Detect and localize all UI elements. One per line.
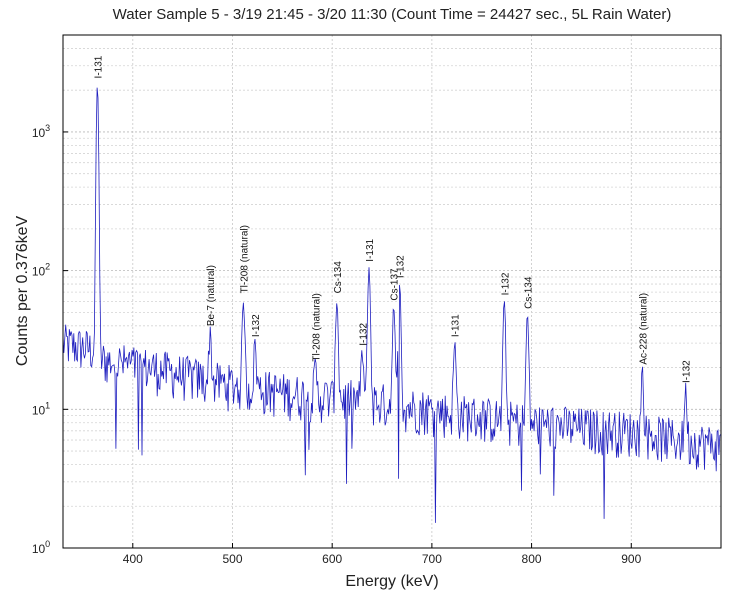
peak-label: I-131 — [93, 55, 104, 78]
peak-label: I-132 — [396, 255, 407, 278]
spectrum-series — [62, 87, 721, 523]
peak-label: Ac-228 (natural) — [638, 293, 649, 365]
peak-label: Tl-208 (natural) — [311, 293, 322, 361]
chart-title: Water Sample 5 - 3/19 21:45 - 3/20 11:30… — [113, 6, 672, 23]
peak-label: Cs-134 — [333, 261, 344, 294]
y-axis-label: Counts per 0.376keV — [14, 216, 31, 367]
peak-label: Cs-134 — [523, 276, 534, 309]
spectrum-line — [62, 87, 721, 523]
peak-label: Cs-137 — [390, 268, 401, 301]
x-axis-ticks: 400 500 600 700 800 900 — [123, 543, 642, 566]
y-tick-label: 101 — [32, 400, 50, 417]
peak-label: Tl-208 (natural) — [239, 225, 250, 293]
x-tick-label: 600 — [322, 552, 342, 566]
grid — [63, 34, 721, 549]
peak-label: I-132 — [500, 272, 511, 295]
plot-frame — [62, 34, 722, 549]
peak-label: I-131 — [451, 314, 462, 337]
peak-label: I-132 — [358, 323, 369, 346]
peak-annotations: I-131 Be-7 (natural) Tl-208 (natural) I-132… — [93, 55, 692, 383]
x-tick-label: 900 — [621, 552, 641, 566]
x-tick-label: 500 — [222, 552, 242, 566]
x-tick-label: 800 — [522, 552, 542, 566]
peak-label: I-132 — [682, 360, 693, 383]
y-tick-label: 100 — [32, 539, 50, 556]
peak-label: I-132 — [251, 314, 262, 337]
y-axis-ticks: 100 101 102 103 — [32, 123, 68, 556]
y-tick-label: 103 — [32, 123, 50, 140]
peak-label: Be-7 (natural) — [206, 265, 217, 326]
peak-label: I-131 — [365, 238, 376, 261]
x-axis-label: Energy (keV) — [345, 573, 438, 590]
y-tick-label: 102 — [32, 262, 50, 279]
x-tick-label: 700 — [422, 552, 442, 566]
x-tick-label: 400 — [123, 552, 143, 566]
